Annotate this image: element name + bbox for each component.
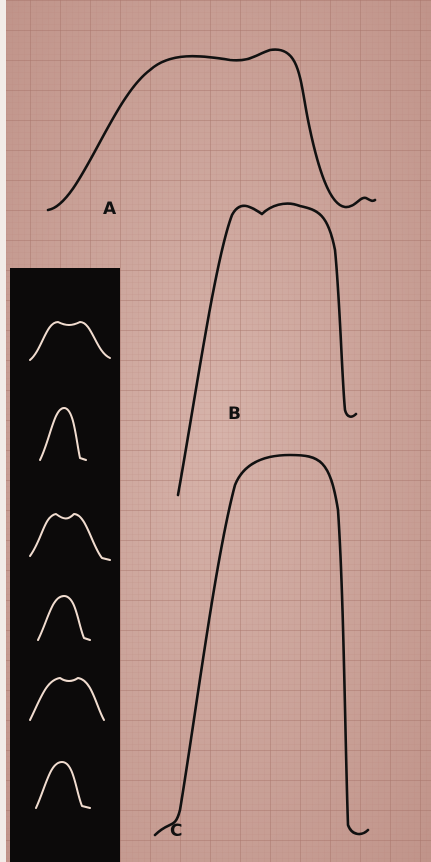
curve-label: C bbox=[170, 821, 182, 841]
page: {"curves": [{"label": "A"}, {"label": "B… bbox=[0, 0, 431, 862]
inset-panel bbox=[10, 268, 120, 862]
graph-paper-figure: A B C bbox=[0, 0, 431, 862]
curve-label: B bbox=[228, 404, 241, 424]
curve-label: A bbox=[103, 199, 117, 219]
